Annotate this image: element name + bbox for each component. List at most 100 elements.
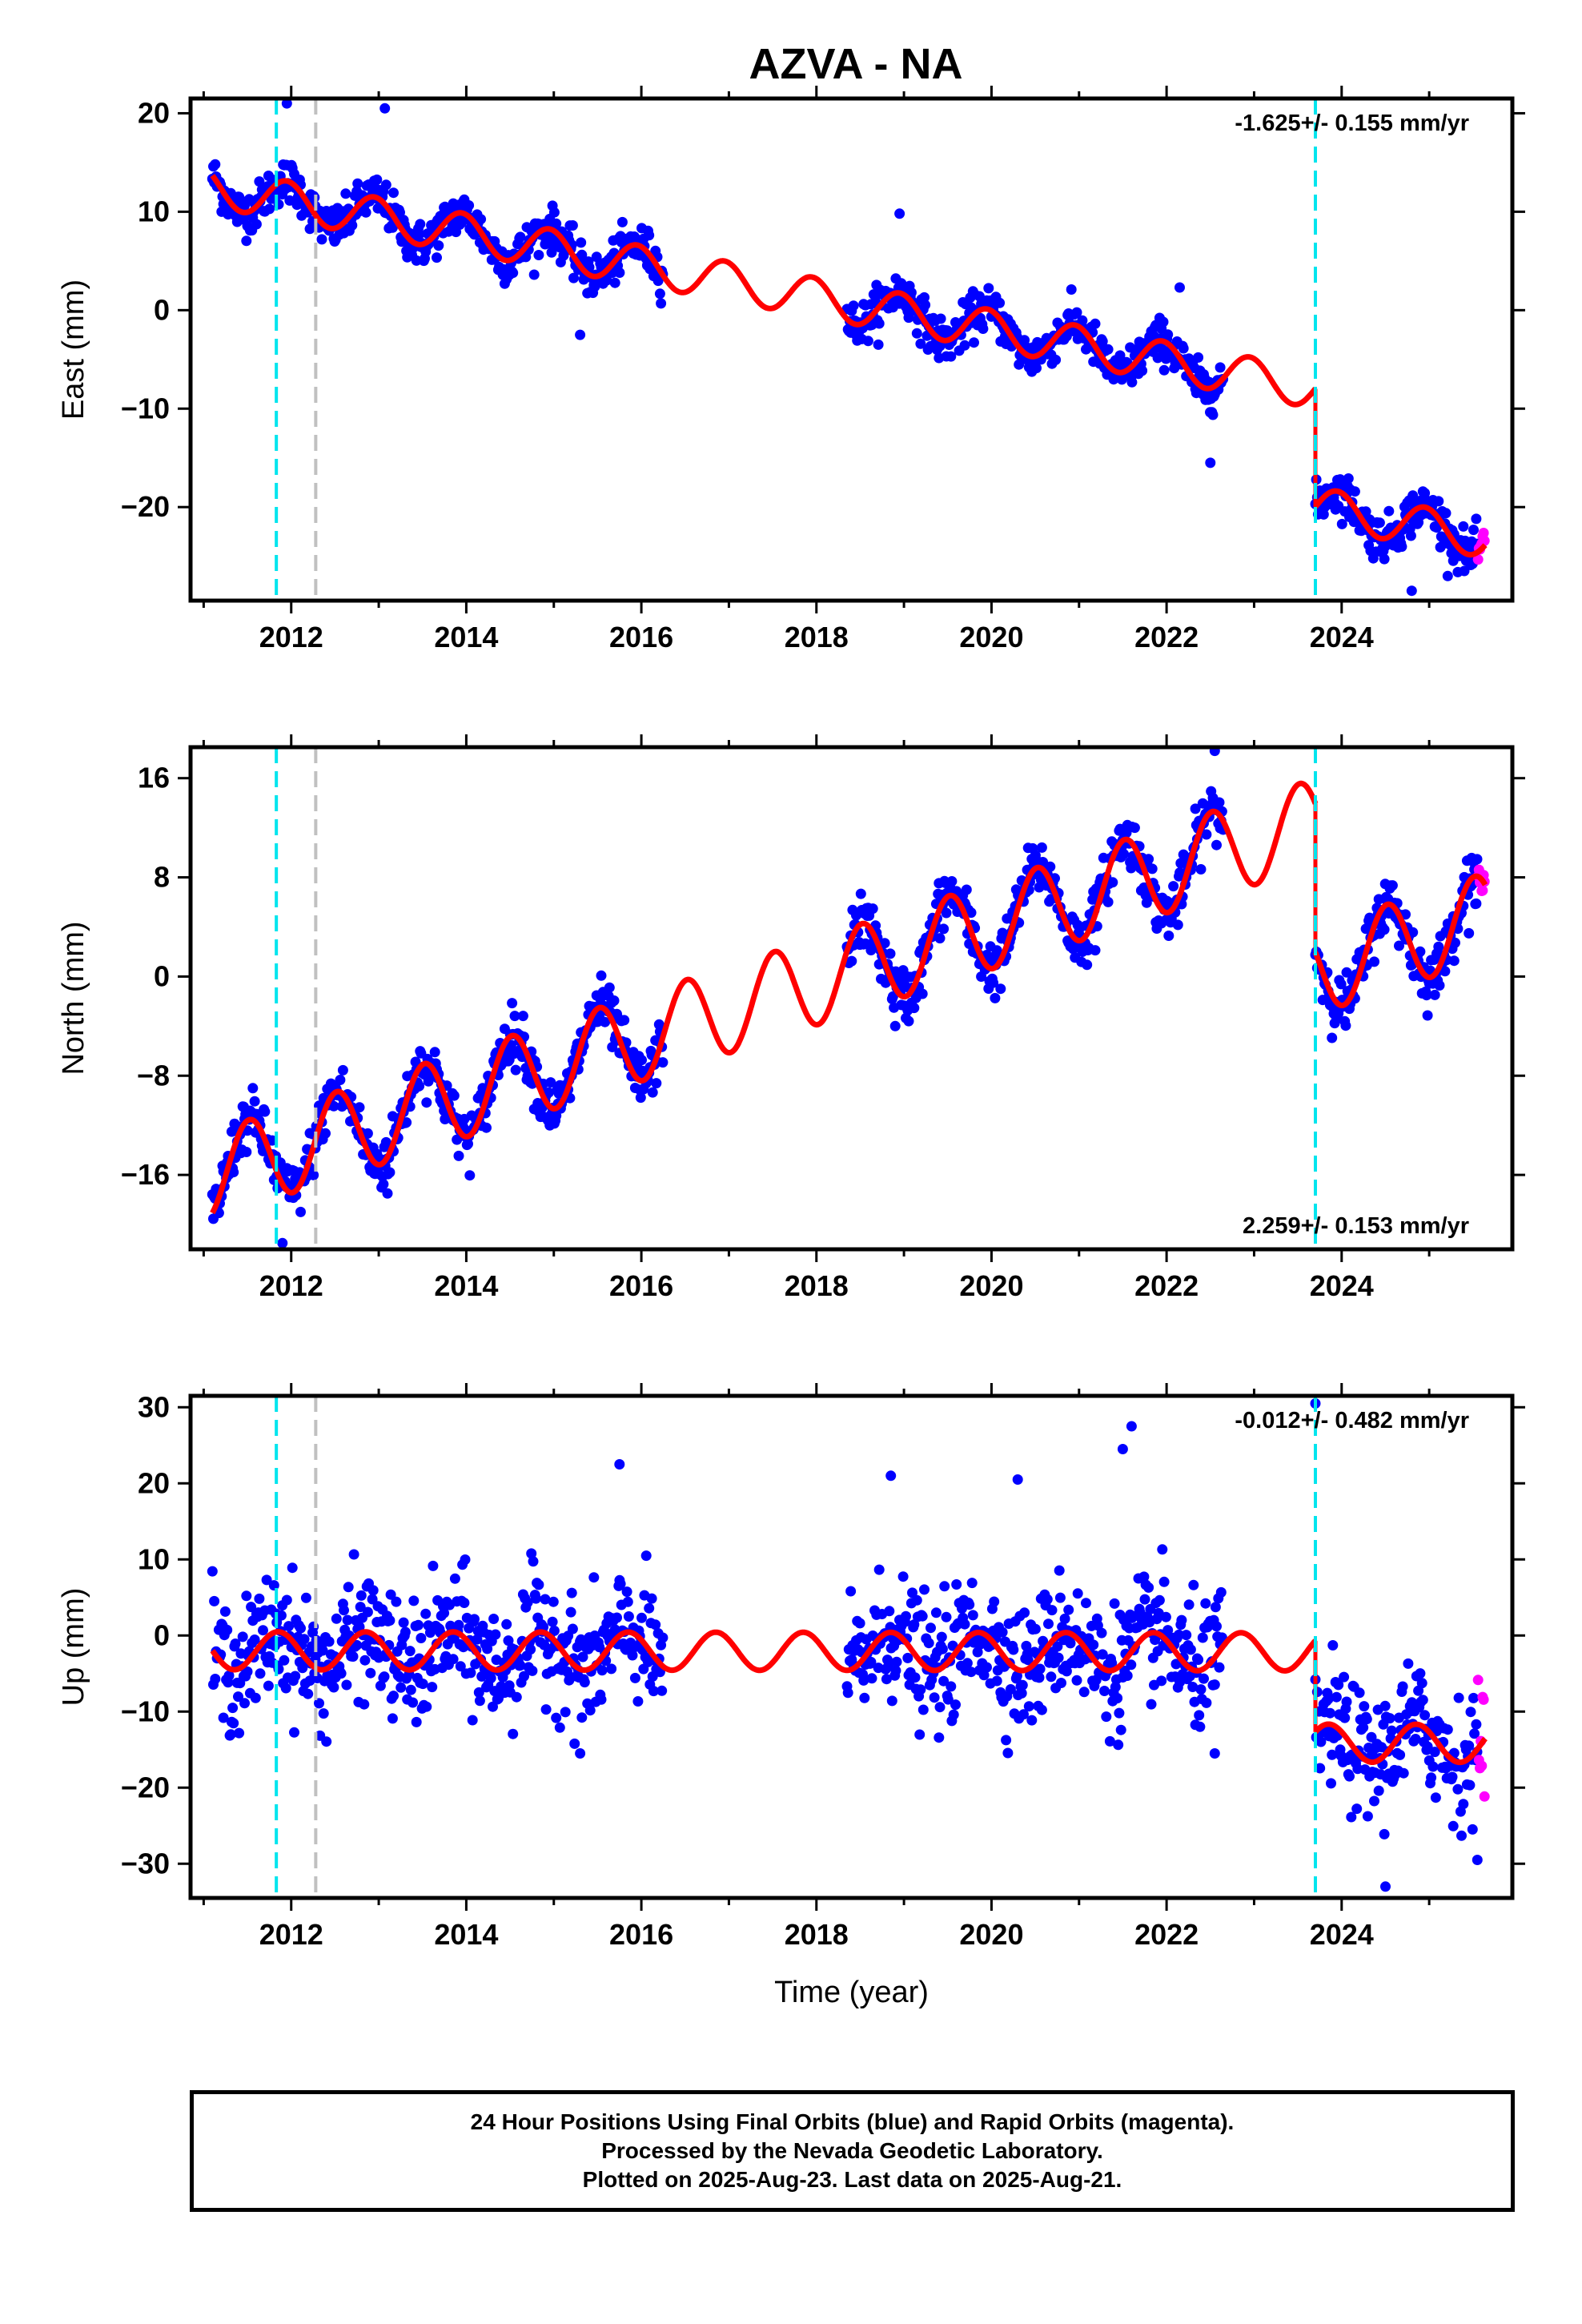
- final-orbit-point: [1344, 1771, 1355, 1782]
- final-orbit-point: [415, 219, 426, 230]
- final-orbit-point: [967, 1610, 978, 1621]
- final-orbit-point: [241, 1590, 252, 1602]
- final-orbit-point: [923, 1638, 934, 1649]
- final-orbit-point: [1453, 1692, 1464, 1703]
- final-orbit-point: [508, 1728, 519, 1739]
- final-orbit-point: [1415, 1668, 1426, 1679]
- final-orbit-point: [331, 1613, 342, 1624]
- y-tick-label: −10: [121, 392, 170, 424]
- final-orbit-point: [1187, 1682, 1199, 1692]
- final-orbit-point: [576, 249, 588, 260]
- x-tick-label: 2020: [959, 1918, 1023, 1951]
- final-orbit-point: [1448, 955, 1460, 967]
- rapid-orbit-point: [1478, 1694, 1489, 1705]
- final-orbit-point: [490, 1629, 501, 1640]
- final-orbit-point: [1447, 1820, 1459, 1831]
- final-orbit-point: [1395, 1749, 1406, 1760]
- outlier-point: [382, 1188, 393, 1199]
- final-orbit-point: [1464, 927, 1475, 939]
- final-orbit-point: [1072, 1588, 1083, 1599]
- final-orbit-point: [621, 1586, 632, 1598]
- final-orbit-point: [335, 1075, 346, 1085]
- final-orbit-point: [328, 1100, 339, 1112]
- final-orbit-point: [1194, 1710, 1205, 1721]
- final-orbit-point: [909, 1672, 921, 1683]
- final-orbit-point: [1346, 1811, 1357, 1823]
- final-orbit-point: [1359, 1701, 1370, 1712]
- final-orbit-point: [1116, 374, 1127, 385]
- final-orbit-point: [939, 1581, 950, 1592]
- final-orbit-point: [656, 298, 667, 309]
- final-orbit-point: [421, 1097, 432, 1108]
- final-orbit-point: [1326, 1778, 1336, 1789]
- final-orbit-point: [1447, 1771, 1458, 1783]
- final-orbit-point: [1156, 1675, 1167, 1687]
- final-orbit-point: [385, 1589, 396, 1600]
- rapid-orbit-point: [1476, 1760, 1488, 1771]
- final-orbit-point: [1458, 521, 1469, 532]
- y-tick-label: 10: [138, 1542, 170, 1575]
- final-orbit-point: [433, 240, 444, 251]
- final-orbit-point: [367, 1594, 378, 1605]
- final-orbit-point: [391, 1596, 402, 1607]
- final-orbit-point: [1099, 1686, 1110, 1696]
- final-orbit-point: [654, 288, 665, 300]
- final-orbit-point: [1113, 1739, 1124, 1751]
- final-orbit-point: [1354, 1687, 1365, 1699]
- final-orbit-point: [264, 203, 275, 215]
- final-orbit-point: [914, 1729, 926, 1740]
- final-orbit-point: [1410, 1734, 1421, 1744]
- outlier-point: [1205, 457, 1216, 468]
- panel-north: 2012 2014 2016 2018 2020 2022 2024 16 8 0 −8 −16 Nor…: [57, 734, 1525, 1302]
- final-orbit-point: [1379, 924, 1390, 935]
- final-orbit-point: [1181, 1630, 1192, 1641]
- x-tick-label: 2020: [959, 621, 1023, 653]
- final-orbit-point: [1071, 307, 1082, 318]
- final-orbit-point: [1168, 881, 1179, 892]
- final-orbit-point: [342, 1614, 353, 1626]
- final-orbit-point: [227, 1703, 239, 1714]
- final-orbit-point: [651, 1078, 662, 1089]
- final-orbit-point: [1400, 909, 1411, 920]
- final-orbit-point: [596, 970, 607, 981]
- final-orbit-point: [1440, 508, 1452, 519]
- final-orbit-point: [1403, 1658, 1414, 1669]
- y-tick-label: −10: [121, 1695, 170, 1727]
- final-orbit-point: [1422, 1010, 1433, 1021]
- final-orbit-point: [1468, 525, 1479, 536]
- final-orbit-point: [1102, 344, 1114, 355]
- final-orbit-point: [448, 1654, 459, 1665]
- final-orbit-point: [414, 229, 425, 240]
- final-orbit-point: [1088, 1639, 1099, 1651]
- final-orbit-point: [1090, 945, 1101, 956]
- final-orbit-point: [321, 1736, 332, 1747]
- final-orbit-point: [873, 318, 885, 329]
- final-orbit-point: [348, 1549, 359, 1560]
- final-orbit-point: [453, 1619, 464, 1630]
- rapid-orbit-point: [1477, 885, 1488, 896]
- final-orbit-point: [548, 207, 560, 218]
- final-orbit-point: [1101, 1711, 1112, 1723]
- final-orbit-point: [320, 1128, 331, 1139]
- final-orbit-point: [411, 255, 422, 266]
- final-orbit-point: [1343, 473, 1354, 484]
- final-orbit-point: [1419, 488, 1431, 499]
- final-orbit-point: [907, 1587, 917, 1598]
- final-orbit-point: [287, 1562, 298, 1574]
- final-orbit-point: [1333, 1679, 1344, 1691]
- final-orbit-point: [316, 234, 327, 245]
- final-orbit-point: [612, 1612, 622, 1623]
- final-orbit-point: [865, 1656, 877, 1667]
- y-tick-label: 0: [154, 1618, 170, 1651]
- final-orbit-point: [623, 1611, 634, 1622]
- final-orbit-point: [318, 1708, 329, 1719]
- final-orbit-point: [1163, 931, 1174, 941]
- final-orbit-point: [969, 337, 979, 348]
- final-orbit-point: [421, 1701, 432, 1712]
- model-fit-line-post-2023: [1313, 1721, 1488, 1766]
- final-orbit-point: [507, 998, 518, 1009]
- final-orbit-point: [915, 1684, 926, 1695]
- final-orbit-point: [1471, 513, 1482, 525]
- final-orbit-point: [866, 1673, 877, 1684]
- y-tick-label: 30: [138, 1390, 170, 1423]
